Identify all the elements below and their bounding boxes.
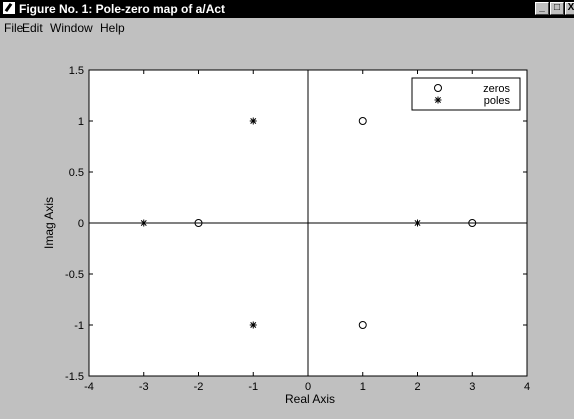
menu-window[interactable]: Window [50,21,93,35]
zero-marker [194,219,203,227]
x-tick-label: 4 [524,381,530,393]
legend-pole-marker [434,96,442,104]
pole-marker [249,117,257,125]
minimize-button[interactable]: _ [535,2,549,15]
matlab-figure-icon[interactable] [3,2,15,14]
pole-marker [249,321,257,329]
close-button[interactable]: X [565,2,574,15]
window-titlebar[interactable]: Figure No. 1: Pole-zero map of a/Act _ □… [0,0,574,18]
pole-marker [140,219,148,227]
y-tick-label: -1 [74,320,84,332]
x-axis-label: Real Axis [285,392,335,406]
menu-edit[interactable]: Edit [22,21,43,35]
legend-entry-poles: poles [484,95,511,107]
y-tick-label: 1.5 [69,65,84,77]
menu-file[interactable]: File [4,21,24,35]
x-tick-label: -4 [84,381,94,393]
window-title: Figure No. 1: Pole-zero map of a/Act [19,2,226,16]
x-tick-label: 1 [360,381,366,393]
maximize-button[interactable]: □ [550,2,564,15]
pole-zero-plot: -4 -3 -2 -1 0 1 2 3 4 -1.5 -1 -0.5 0 0.5 1 1.5 Real Axis… [42,65,530,406]
x-tick-label: 2 [414,381,420,393]
y-tick-label: 0 [78,218,84,230]
y-tick-label: 1 [78,116,84,128]
legend-zero-marker [434,84,442,92]
legend-entry-zeros: zeros [483,83,510,95]
pole-marker [414,219,421,227]
x-tick-label: -1 [248,381,258,393]
menu-help[interactable]: Help [100,21,125,35]
y-tick-label: 0.5 [69,167,84,179]
menu-bar: File Edit Window Help [0,18,574,38]
y-axis-label: Imag Axis [42,197,56,249]
x-tick-label: 3 [469,381,475,393]
zero-marker [468,219,477,227]
figure-canvas: -4 -3 -2 -1 0 1 2 3 4 -1.5 -1 -0.5 0 0.5 1 1.5 Real Axis… [0,38,574,419]
zero-marker [358,321,367,329]
x-tick-label: -2 [194,381,204,393]
y-tick-label: -0.5 [65,269,84,281]
x-tick-label: -3 [139,381,149,393]
zero-marker [358,117,367,125]
x-tick-label: 0 [305,381,311,393]
legend-box [411,77,521,111]
y-tick-label: -1.5 [65,371,84,383]
